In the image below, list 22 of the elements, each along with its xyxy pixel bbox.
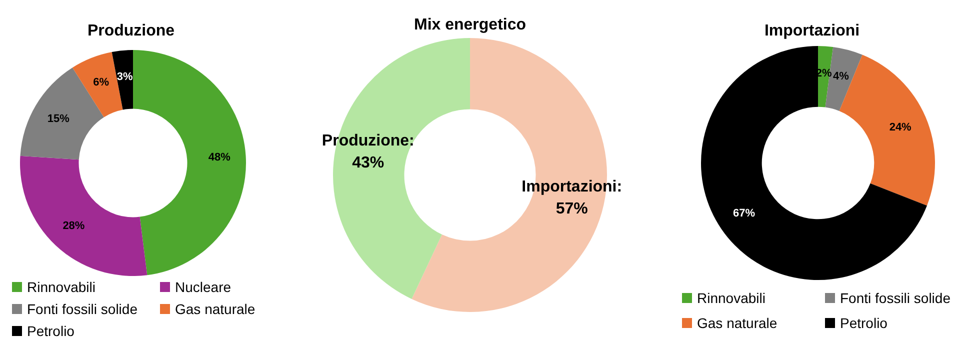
- legend-label: Petrolio: [840, 315, 888, 331]
- chart-title: Produzione: [87, 22, 175, 40]
- legend-label: Nucleare: [175, 279, 232, 295]
- data-label: Produzione: 43%: [322, 132, 414, 172]
- data-label: 48%: [208, 152, 231, 164]
- data-label: 3%: [116, 70, 134, 83]
- legend-label: Gas naturale: [697, 315, 778, 331]
- data-label: Importazioni: 57%: [522, 178, 622, 218]
- data-label: 24%: [889, 122, 912, 134]
- legend-label: Petrolio: [27, 323, 75, 339]
- data-label: 15%: [47, 112, 70, 125]
- legend-label: Fonti fossili solide: [27, 301, 138, 317]
- chart-title: Importazioni: [764, 22, 860, 40]
- chart-title: Mix energetico: [414, 16, 526, 34]
- data-label: 6%: [93, 76, 110, 88]
- legend-label: Gas naturale: [175, 301, 256, 317]
- legend-label: Rinnovabili: [697, 290, 766, 306]
- data-label: 28%: [62, 220, 85, 232]
- data-label: 67%: [733, 208, 756, 220]
- data-label: 4%: [833, 70, 850, 82]
- legend-label: Fonti fossili solide: [840, 290, 951, 306]
- legend-label: Rinnovabili: [27, 279, 96, 295]
